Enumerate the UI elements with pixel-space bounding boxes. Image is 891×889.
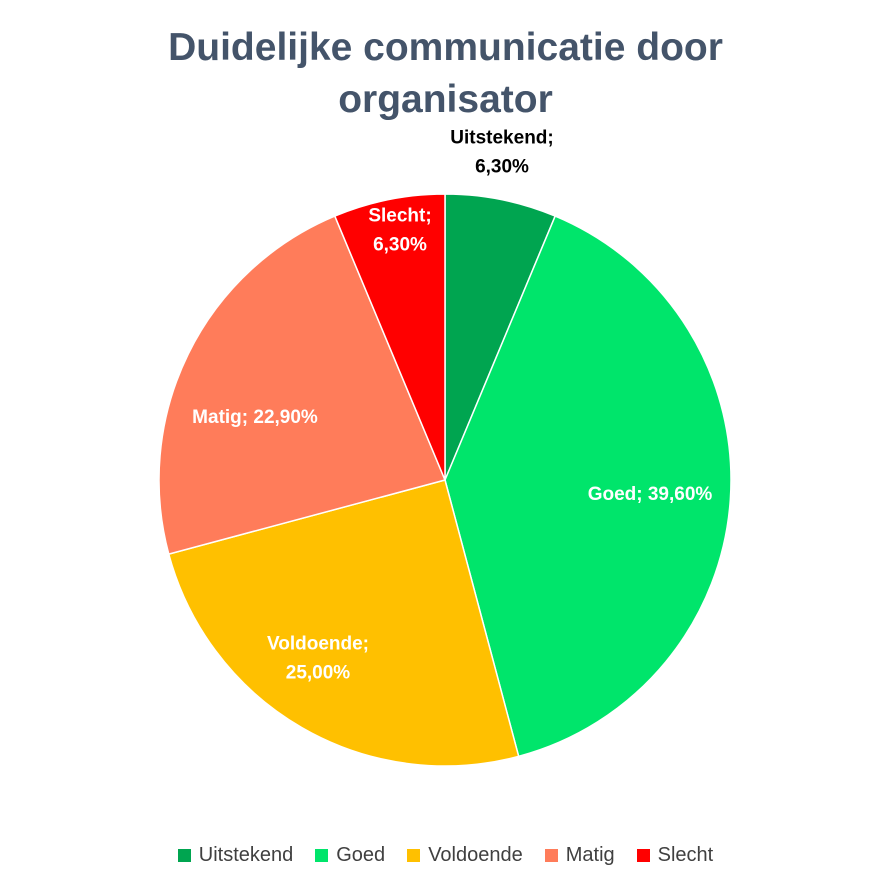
legend-item-goed: Goed [315, 844, 385, 867]
slice-label-goed: Goed; 39,60% [588, 484, 713, 505]
chart-title: Duidelijke communicatie door organisator [0, 22, 891, 126]
legend-swatch [407, 848, 421, 862]
legend: Uitstekend Goed Voldoende Matig Slecht [0, 843, 891, 867]
legend-swatch [315, 848, 329, 862]
legend-label: Slecht [657, 843, 714, 866]
legend-swatch [544, 848, 558, 862]
legend-item-voldoende: Voldoende [407, 844, 523, 867]
legend-swatch [636, 848, 650, 862]
chart-title-line-2: organisator [338, 78, 553, 121]
slice-label-matig: Matig; 22,90% [192, 407, 318, 428]
pie-slice-voldoende [167, 479, 520, 767]
legend-item-slecht: Slecht [636, 843, 714, 867]
legend-label: Matig [565, 843, 615, 866]
legend-label: Uitstekend [198, 843, 294, 866]
pie-slice-uitstekend [444, 193, 557, 481]
pie-slice-slecht [333, 193, 446, 481]
slice-label-voldoende: Voldoende; 25,00% [267, 634, 369, 684]
slice-label-uitstekend: Uitstekend; 6,30% [450, 128, 553, 178]
legend-item-uitstekend: Uitstekend [177, 843, 294, 867]
legend-swatch [177, 848, 191, 862]
slice-label-slecht: Slecht; 6,30% [368, 206, 431, 256]
legend-item-matig: Matig [544, 843, 615, 867]
pie-slice-goed [444, 215, 732, 758]
legend-label: Goed [336, 843, 386, 866]
legend-label: Voldoende [428, 843, 523, 866]
pie-chart: Uitstekend; 6,30% Goed; 39,60% Voldoende; 25… [158, 128, 732, 767]
pie-slice-matig [158, 215, 447, 556]
chart-title-line-1: Duidelijke communicatie door [168, 26, 723, 69]
